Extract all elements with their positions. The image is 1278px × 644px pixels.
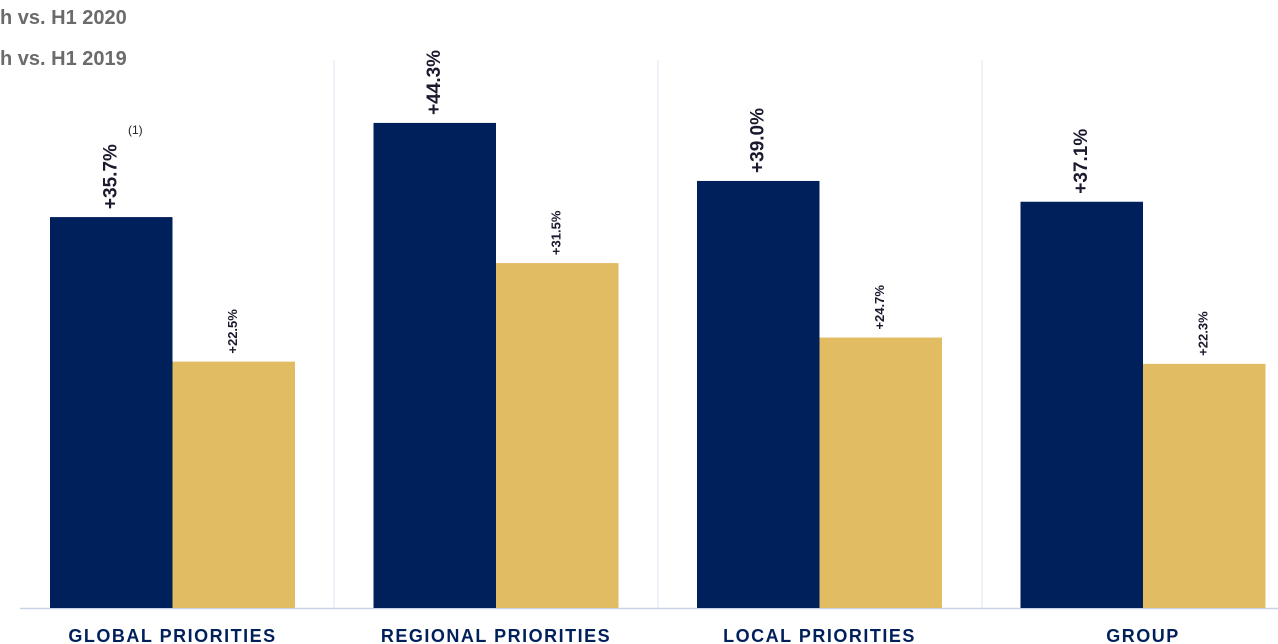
value-label: +22.5% — [225, 309, 240, 354]
value-label: +24.7% — [872, 285, 887, 330]
bar — [172, 361, 295, 608]
bar — [496, 263, 619, 608]
bar — [1020, 201, 1143, 608]
bar — [697, 180, 820, 608]
value-label: +39.0% — [747, 108, 768, 173]
x-tick-label: GLOBAL PRIORITIES — [68, 626, 276, 644]
legend-entry: h vs. H1 2019 — [0, 48, 127, 70]
value-label: +22.3% — [1196, 311, 1211, 356]
bar — [1143, 363, 1266, 608]
annotation: (1) — [128, 123, 143, 137]
bar — [373, 122, 496, 608]
value-label: +37.1% — [1071, 129, 1092, 194]
bar — [50, 217, 173, 608]
value-label: +44.3% — [424, 50, 445, 115]
x-tick-label: REGIONAL PRIORITIES — [381, 626, 611, 644]
value-label: +35.7% — [100, 144, 121, 209]
x-tick-label: GROUP — [1106, 626, 1180, 644]
value-label: +31.5% — [549, 210, 564, 255]
bar — [819, 337, 942, 608]
x-tick-label: LOCAL PRIORITIES — [723, 626, 916, 644]
legend-entry: h vs. H1 2020 — [0, 7, 127, 29]
